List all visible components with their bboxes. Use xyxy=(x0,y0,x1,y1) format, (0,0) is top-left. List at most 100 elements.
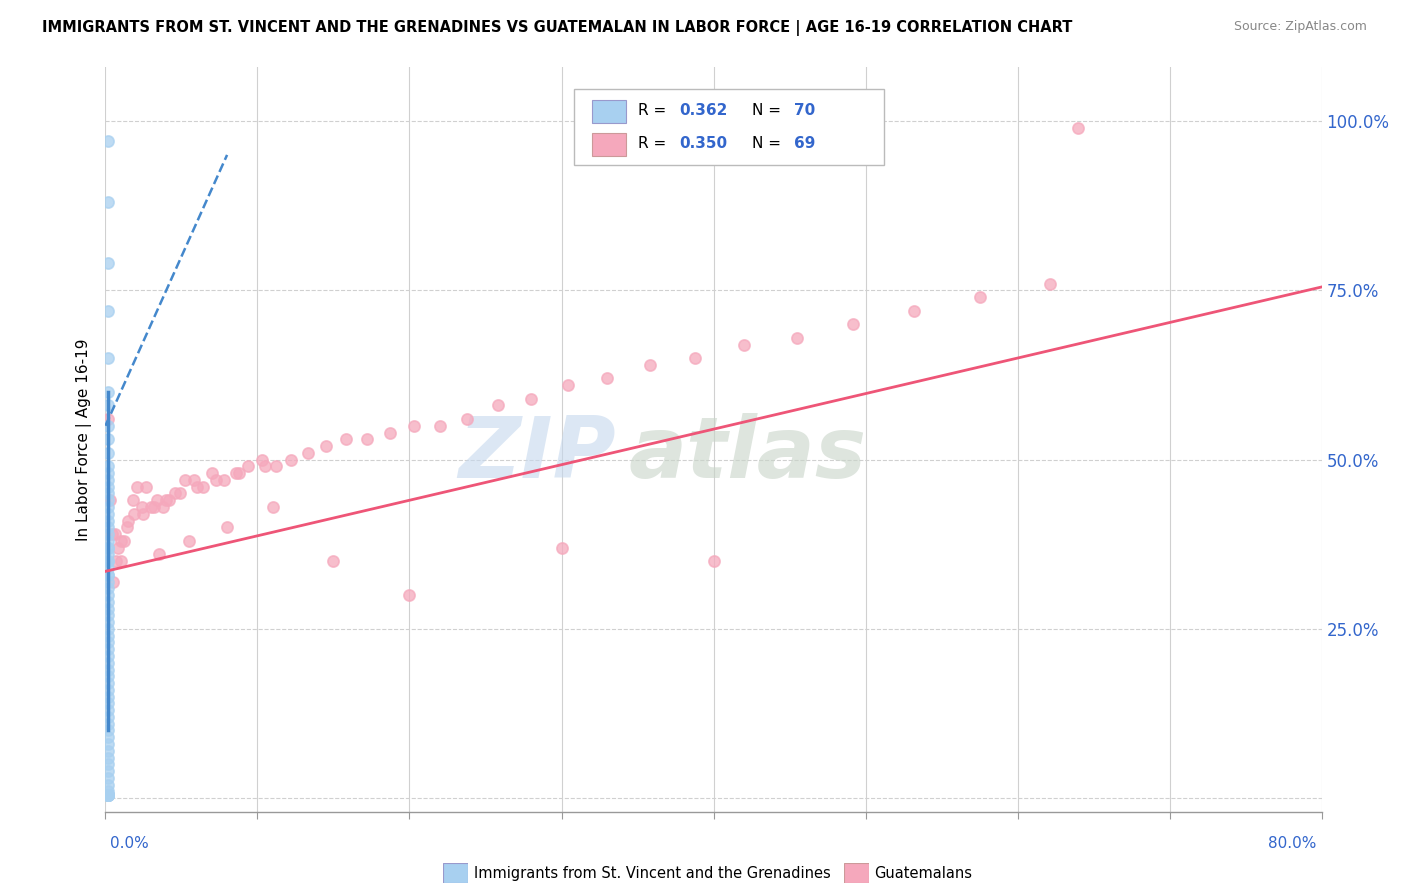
Text: ZIP: ZIP xyxy=(458,413,616,496)
Point xyxy=(131,500,153,514)
Text: Guatemalans: Guatemalans xyxy=(875,866,973,880)
Point xyxy=(97,507,120,521)
Point xyxy=(97,418,120,433)
Point xyxy=(97,663,120,677)
Text: Source: ZipAtlas.com: Source: ZipAtlas.com xyxy=(1233,20,1367,33)
Point xyxy=(97,533,120,548)
Point xyxy=(201,466,224,480)
Point xyxy=(97,788,120,802)
Point xyxy=(97,723,120,738)
Point xyxy=(97,648,120,663)
Point xyxy=(702,554,725,568)
Point xyxy=(101,574,124,589)
Point xyxy=(97,486,120,500)
Point xyxy=(97,676,120,690)
Point xyxy=(315,439,337,453)
Point xyxy=(97,656,120,670)
Point xyxy=(97,750,120,764)
Point xyxy=(596,371,619,385)
Point xyxy=(1067,120,1090,135)
Point xyxy=(146,493,169,508)
Point xyxy=(97,601,120,615)
Point xyxy=(335,433,357,447)
Point xyxy=(97,384,120,399)
Point xyxy=(124,507,146,521)
Point xyxy=(97,493,120,508)
Text: 80.0%: 80.0% xyxy=(1268,837,1316,851)
Point xyxy=(398,588,420,602)
Point xyxy=(429,418,451,433)
Text: N =: N = xyxy=(752,136,786,151)
Point xyxy=(486,399,509,413)
Point xyxy=(97,527,120,541)
Point xyxy=(97,595,120,609)
Point xyxy=(169,486,191,500)
Y-axis label: In Labor Force | Age 16-19: In Labor Force | Age 16-19 xyxy=(76,338,91,541)
Point xyxy=(97,256,120,270)
Point xyxy=(97,788,120,802)
Point xyxy=(97,622,120,636)
Point xyxy=(97,195,120,210)
Point xyxy=(97,466,120,480)
Point xyxy=(191,480,214,494)
Point xyxy=(97,757,120,772)
Text: R =: R = xyxy=(638,136,671,151)
Point xyxy=(225,466,247,480)
Point xyxy=(97,541,120,555)
Point xyxy=(105,554,128,568)
Point xyxy=(97,351,120,365)
Point xyxy=(97,642,120,657)
Point xyxy=(97,784,120,798)
Point xyxy=(148,548,170,562)
Text: IMMIGRANTS FROM ST. VINCENT AND THE GRENADINES VS GUATEMALAN IN LABOR FORCE | AG: IMMIGRANTS FROM ST. VINCENT AND THE GREN… xyxy=(42,20,1073,36)
Text: 0.362: 0.362 xyxy=(679,103,728,119)
Text: 70: 70 xyxy=(794,103,815,119)
Point xyxy=(402,418,425,433)
Point xyxy=(173,473,195,487)
Point xyxy=(100,527,122,541)
Point xyxy=(378,425,401,440)
Point xyxy=(250,452,273,467)
Point xyxy=(97,682,120,697)
Point xyxy=(97,548,120,562)
Point xyxy=(97,788,120,802)
Point xyxy=(1038,277,1060,291)
Point xyxy=(297,446,319,460)
Point xyxy=(97,737,120,751)
Point xyxy=(520,392,543,406)
Point xyxy=(97,788,120,802)
Point xyxy=(97,629,120,643)
Point xyxy=(117,514,139,528)
Point xyxy=(135,480,157,494)
Bar xyxy=(592,133,626,155)
Point xyxy=(103,527,125,541)
Text: Immigrants from St. Vincent and the Grenadines: Immigrants from St. Vincent and the Gren… xyxy=(474,866,831,880)
Point xyxy=(97,730,120,744)
Point xyxy=(97,514,120,528)
Point xyxy=(238,459,260,474)
Point xyxy=(97,567,120,582)
Point xyxy=(254,459,277,474)
Point xyxy=(97,473,120,487)
Point xyxy=(97,561,120,575)
Point xyxy=(97,574,120,589)
Point xyxy=(97,567,120,582)
Point xyxy=(110,554,132,568)
Point xyxy=(97,778,120,792)
Point xyxy=(97,446,120,460)
Point xyxy=(110,533,132,548)
Point xyxy=(638,358,661,372)
Point xyxy=(97,744,120,758)
Point xyxy=(183,473,205,487)
Text: atlas: atlas xyxy=(628,413,866,496)
Point xyxy=(212,473,235,487)
Point xyxy=(262,500,284,514)
Point xyxy=(97,303,120,318)
Point xyxy=(97,433,120,447)
Point xyxy=(356,433,378,447)
Point xyxy=(107,541,129,555)
Point xyxy=(177,533,200,548)
Point xyxy=(786,331,808,345)
Point xyxy=(97,703,120,717)
Point xyxy=(550,541,572,555)
